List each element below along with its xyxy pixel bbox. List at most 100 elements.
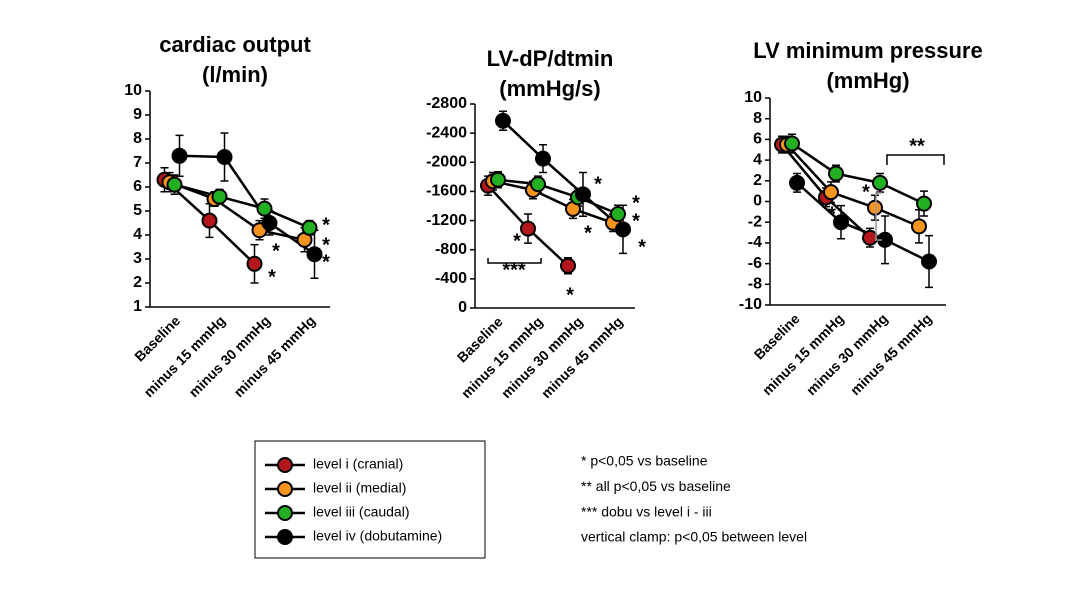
x-tick-label: minus 15 mmHg <box>140 312 228 400</box>
x-tick-label: minus 45 mmHg <box>847 310 935 398</box>
chart-title: cardiac output <box>159 32 311 57</box>
data-point <box>530 176 546 193</box>
annotation: * <box>566 284 574 306</box>
y-tick-label: 8 <box>753 110 762 127</box>
annotation: * <box>322 234 330 256</box>
series-line <box>179 154 316 256</box>
y-tick-label: 10 <box>124 82 142 99</box>
y-tick-label: -2800 <box>426 95 467 112</box>
y-tick-label: -2000 <box>426 154 467 171</box>
data-point <box>256 200 273 217</box>
y-tick-label: 0 <box>458 299 467 316</box>
annotation: ** <box>909 135 925 157</box>
y-tick-label: -1600 <box>426 183 467 200</box>
data-point <box>575 186 591 203</box>
x-tick-label: minus 45 mmHg <box>230 312 318 400</box>
bracket <box>886 154 945 165</box>
data-point <box>520 220 536 237</box>
data-point <box>911 218 927 235</box>
x-tick-label: minus 30 mmHg <box>803 310 891 398</box>
bracket <box>487 258 542 264</box>
y-tick-label: 1 <box>133 298 142 315</box>
annotation: * <box>272 240 280 262</box>
data-point <box>301 219 318 236</box>
bracket <box>875 192 882 241</box>
data-point <box>216 149 233 165</box>
legend-marker <box>277 529 293 545</box>
data-point <box>872 174 888 191</box>
annotation: * <box>322 251 330 273</box>
footnote: vertical clamp: p<0,05 between level <box>581 529 807 545</box>
legend-marker <box>277 505 293 521</box>
y-tick-label: 10 <box>744 89 762 106</box>
data-point <box>916 195 932 212</box>
y-tick-label: -10 <box>739 296 762 313</box>
y-tick-label: 0 <box>753 193 762 210</box>
chart-subtitle: (mmHg) <box>826 68 909 93</box>
y-tick-label: 6 <box>753 131 762 148</box>
data-point <box>166 176 183 193</box>
annotation: * <box>268 266 276 288</box>
data-point <box>828 165 844 182</box>
x-tick-label: minus 30 mmHg <box>185 312 273 400</box>
y-tick-label: -8 <box>748 276 762 293</box>
y-tick-label: 3 <box>133 250 142 267</box>
annotation: *** <box>502 259 526 281</box>
y-tick-label: 9 <box>133 106 142 123</box>
data-point <box>921 253 937 270</box>
series-line <box>492 180 614 224</box>
data-point <box>306 246 323 263</box>
y-tick-label: -2 <box>748 213 762 230</box>
footnote: * p<0,05 vs baseline <box>581 453 708 469</box>
legend-label: level iv (dobutamine) <box>313 528 442 544</box>
series-line <box>174 183 310 229</box>
chart-subtitle: (mmHg/s) <box>499 76 600 101</box>
y-tick-label: 4 <box>753 151 762 168</box>
footnote: *** dobu vs level i - iii <box>581 503 712 519</box>
data-point <box>490 171 506 188</box>
legend-marker <box>277 457 293 473</box>
chart-subtitle: (l/min) <box>202 62 268 87</box>
data-point <box>789 174 805 191</box>
data-point <box>615 221 631 238</box>
series-line <box>169 181 305 242</box>
legend-label: level i (cranial) <box>313 456 403 472</box>
data-point <box>862 229 878 246</box>
y-tick-label: -400 <box>435 270 467 287</box>
series-line <box>796 181 930 263</box>
data-point <box>201 212 218 229</box>
data-point <box>171 147 188 164</box>
annotation: * <box>862 181 870 203</box>
legend-box <box>254 440 486 559</box>
annotation: * <box>594 173 602 195</box>
data-point <box>833 214 849 231</box>
y-tick-label: -800 <box>435 241 467 258</box>
data-point <box>211 188 228 205</box>
legend-label: level ii (medial) <box>313 480 406 496</box>
annotation: * <box>632 210 640 232</box>
data-point <box>823 184 839 201</box>
y-tick-label: -2400 <box>426 124 467 141</box>
data-point <box>560 257 576 274</box>
annotation: * <box>584 222 592 244</box>
annotation: * <box>322 214 330 236</box>
y-tick-label: -1200 <box>426 212 467 229</box>
x-tick-label: minus 15 mmHg <box>759 310 847 398</box>
chart-title: LV minimum pressure <box>753 38 982 63</box>
series-line <box>497 178 619 216</box>
annotation: * <box>632 192 640 214</box>
chart-title: LV-dP/dtmin <box>487 46 614 71</box>
y-tick-label: 8 <box>133 130 142 147</box>
y-tick-label: 2 <box>753 172 762 189</box>
y-tick-label: 4 <box>133 226 142 243</box>
footnote: ** all p<0,05 vs baseline <box>581 478 731 494</box>
data-point <box>246 255 263 272</box>
series-line <box>791 142 925 205</box>
data-point <box>535 150 551 167</box>
data-point <box>610 206 626 223</box>
annotation: * <box>828 203 836 225</box>
y-tick-label: 5 <box>133 202 142 219</box>
y-tick-label: 2 <box>133 274 142 291</box>
y-tick-label: -4 <box>748 234 762 251</box>
